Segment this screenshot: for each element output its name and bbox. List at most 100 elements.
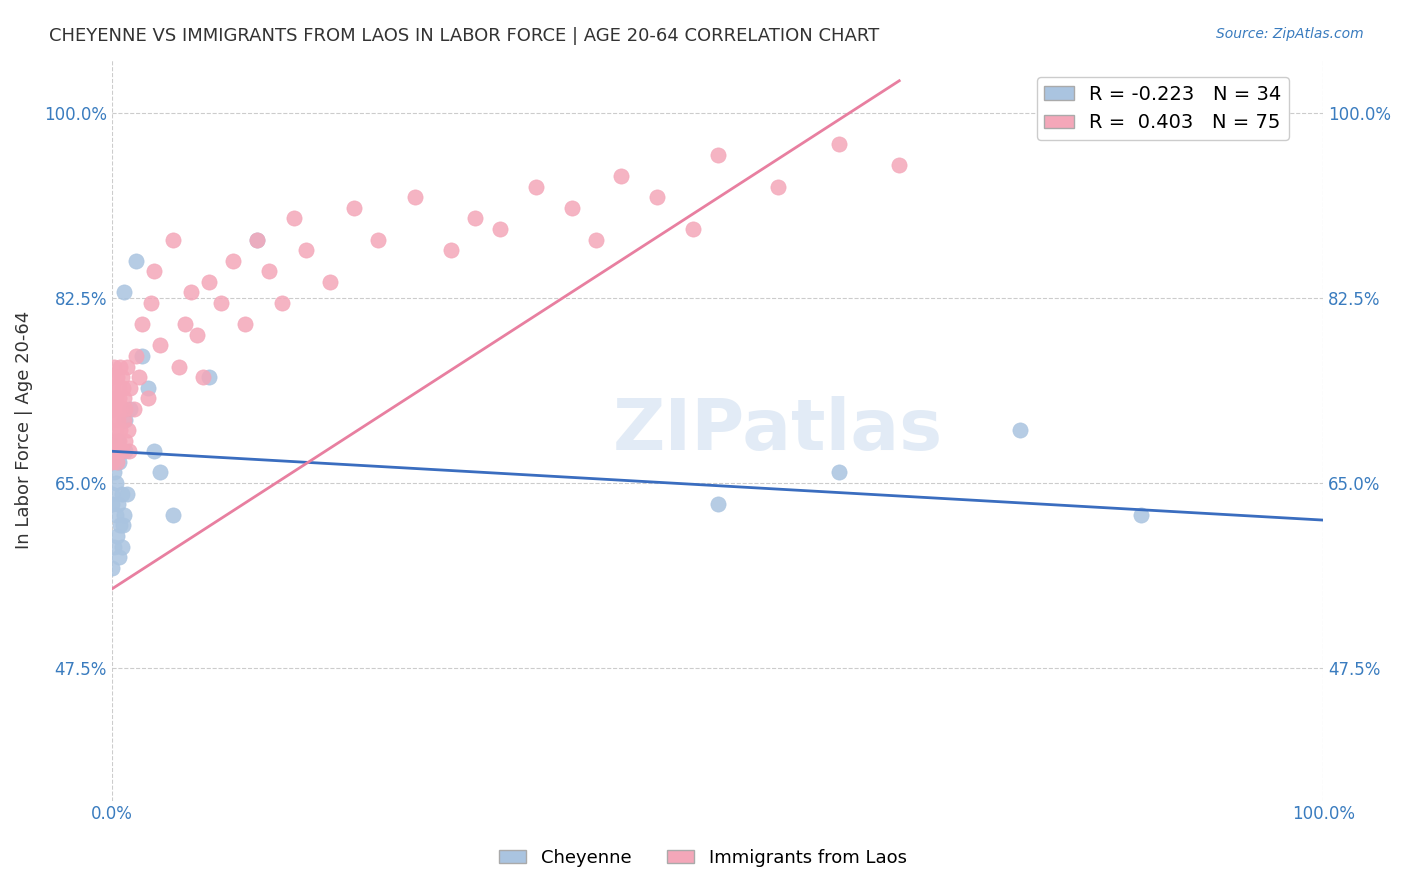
Point bbox=[108, 381, 131, 395]
Point bbox=[120, 401, 142, 416]
Point bbox=[107, 444, 129, 458]
Point bbox=[125, 253, 148, 268]
Point bbox=[101, 497, 124, 511]
Point bbox=[103, 466, 125, 480]
Point bbox=[110, 518, 132, 533]
Point bbox=[114, 444, 136, 458]
Point bbox=[101, 455, 124, 469]
Point bbox=[103, 412, 125, 426]
Point bbox=[128, 370, 150, 384]
Point bbox=[111, 381, 134, 395]
Point bbox=[101, 560, 124, 574]
Point bbox=[103, 434, 125, 448]
Point bbox=[105, 370, 128, 384]
Point bbox=[107, 401, 129, 416]
Text: ZIPatlas: ZIPatlas bbox=[613, 396, 943, 465]
Point bbox=[136, 392, 159, 406]
Point bbox=[103, 381, 125, 395]
Point bbox=[180, 285, 202, 300]
Point bbox=[103, 540, 125, 554]
Point bbox=[561, 201, 583, 215]
Point bbox=[143, 264, 166, 278]
Point bbox=[682, 222, 704, 236]
Point bbox=[110, 359, 132, 374]
Point bbox=[101, 486, 124, 500]
Point bbox=[343, 201, 366, 215]
Point bbox=[131, 318, 153, 332]
Point bbox=[889, 158, 911, 172]
Point bbox=[101, 444, 124, 458]
Legend: R = -0.223   N = 34, R =  0.403   N = 75: R = -0.223 N = 34, R = 0.403 N = 75 bbox=[1036, 77, 1289, 140]
Point bbox=[259, 264, 281, 278]
Text: CHEYENNE VS IMMIGRANTS FROM LAOS IN LABOR FORCE | AGE 20-64 CORRELATION CHART: CHEYENNE VS IMMIGRANTS FROM LAOS IN LABO… bbox=[49, 27, 880, 45]
Point bbox=[1010, 423, 1032, 437]
Point bbox=[319, 275, 342, 289]
Point bbox=[149, 338, 172, 352]
Point bbox=[706, 148, 728, 162]
Point bbox=[706, 497, 728, 511]
Point bbox=[107, 412, 129, 426]
Point bbox=[125, 349, 148, 363]
Point bbox=[104, 508, 127, 522]
Point bbox=[766, 179, 789, 194]
Point bbox=[186, 327, 208, 342]
Point bbox=[112, 392, 135, 406]
Point bbox=[111, 540, 134, 554]
Point bbox=[1130, 508, 1153, 522]
Point bbox=[283, 211, 305, 226]
Legend: Cheyenne, Immigrants from Laos: Cheyenne, Immigrants from Laos bbox=[492, 842, 914, 874]
Point bbox=[122, 401, 145, 416]
Point bbox=[246, 233, 269, 247]
Point bbox=[101, 401, 124, 416]
Point bbox=[149, 466, 172, 480]
Point bbox=[117, 423, 139, 437]
Text: Source: ZipAtlas.com: Source: ZipAtlas.com bbox=[1216, 27, 1364, 41]
Point bbox=[198, 275, 221, 289]
Point bbox=[105, 529, 128, 543]
Point bbox=[131, 349, 153, 363]
Point bbox=[110, 423, 132, 437]
Point bbox=[104, 476, 127, 491]
Point bbox=[114, 434, 136, 448]
Point bbox=[112, 285, 135, 300]
Point bbox=[367, 233, 389, 247]
Point bbox=[104, 392, 127, 406]
Point bbox=[136, 381, 159, 395]
Point bbox=[827, 466, 849, 480]
Point bbox=[488, 222, 510, 236]
Point bbox=[524, 179, 547, 194]
Point bbox=[162, 233, 184, 247]
Point bbox=[115, 359, 138, 374]
Point bbox=[270, 296, 292, 310]
Point bbox=[404, 190, 426, 204]
Point bbox=[294, 243, 316, 257]
Point bbox=[464, 211, 486, 226]
Point bbox=[114, 401, 136, 416]
Point bbox=[167, 359, 190, 374]
Point bbox=[101, 370, 124, 384]
Point bbox=[111, 486, 134, 500]
Point bbox=[162, 508, 184, 522]
Point bbox=[120, 381, 142, 395]
Point bbox=[108, 550, 131, 565]
Point bbox=[115, 486, 138, 500]
Point bbox=[222, 253, 245, 268]
Point bbox=[118, 444, 141, 458]
Point bbox=[112, 508, 135, 522]
Point bbox=[112, 412, 135, 426]
Point bbox=[585, 233, 607, 247]
Point bbox=[111, 370, 134, 384]
Point bbox=[827, 137, 849, 152]
Point bbox=[191, 370, 214, 384]
Point bbox=[143, 444, 166, 458]
Point bbox=[246, 233, 269, 247]
Point bbox=[107, 497, 129, 511]
Point bbox=[233, 318, 256, 332]
Point bbox=[108, 455, 131, 469]
Point bbox=[105, 455, 128, 469]
Point bbox=[108, 434, 131, 448]
Point bbox=[645, 190, 668, 204]
Point bbox=[104, 423, 127, 437]
Point bbox=[110, 401, 132, 416]
Point bbox=[440, 243, 463, 257]
